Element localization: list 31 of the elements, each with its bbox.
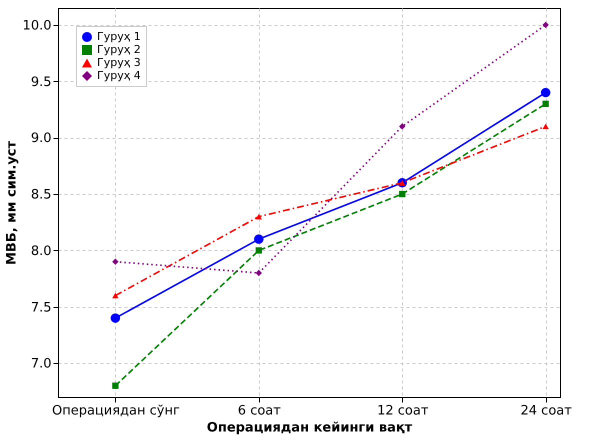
point: [256, 270, 262, 276]
point: [542, 22, 549, 28]
y-tick-label: 7.0: [30, 356, 52, 372]
point: [542, 100, 549, 108]
y-tick-label: 9.5: [30, 74, 52, 90]
y-tick-label: 8.5: [30, 188, 52, 203]
x-axis-title: Операциядан кейинги вақт: [206, 420, 413, 436]
y-tick-label: 8.0: [30, 244, 52, 259]
point: [542, 124, 549, 130]
point: [399, 123, 406, 130]
legend-label: Гуруҳ 4: [97, 69, 141, 82]
point: [112, 258, 119, 265]
y-axis-title: МВБ, мм сим.уст: [4, 140, 20, 266]
point: [256, 214, 262, 220]
point: [540, 88, 550, 98]
x-tick-label: 12 соат: [377, 404, 429, 418]
y-tick-label: 9.0: [30, 131, 52, 146]
point: [256, 247, 262, 254]
x-tick-label: 6 соат: [238, 404, 282, 418]
point: [399, 190, 406, 198]
legend-label: Гуруҳ 1: [97, 30, 141, 43]
point: [112, 292, 119, 298]
x-tick-label: 24 соат: [520, 404, 572, 418]
legend-label: Гуруҳ 2: [97, 43, 141, 56]
legend-label: Гуруҳ 3: [97, 56, 141, 69]
point: [254, 234, 264, 244]
point: [112, 382, 119, 389]
point: [110, 313, 120, 323]
x-tick-label: Операциядан сўнг: [52, 404, 180, 418]
y-tick-label: 7.5: [30, 300, 52, 316]
y-tick-label: 10.0: [22, 18, 52, 34]
